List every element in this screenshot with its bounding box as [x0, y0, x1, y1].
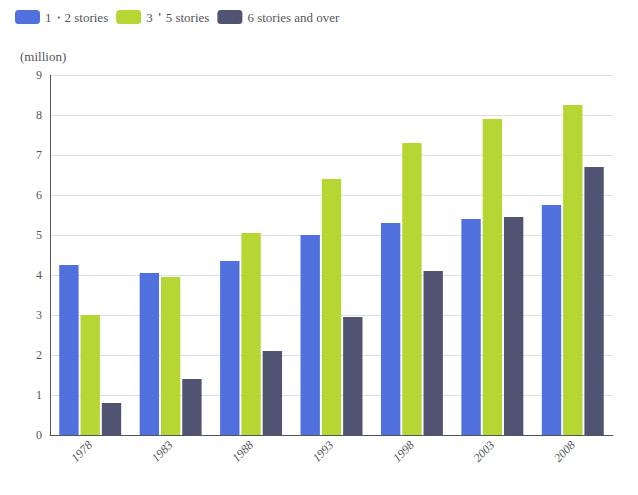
svg-text:3: 3: [36, 308, 42, 322]
svg-text:4: 4: [36, 268, 42, 282]
svg-text:7: 7: [36, 148, 42, 162]
svg-text:2003: 2003: [470, 438, 497, 465]
svg-text:1998: 1998: [390, 438, 417, 465]
svg-text:1983: 1983: [149, 438, 176, 465]
svg-text:6: 6: [36, 188, 42, 202]
svg-text:9: 9: [36, 68, 42, 82]
svg-text:2008: 2008: [551, 438, 578, 465]
svg-text:8: 8: [36, 108, 42, 122]
svg-text:5: 5: [36, 228, 42, 242]
svg-text:1993: 1993: [310, 438, 337, 465]
svg-text:(million): (million): [20, 49, 66, 64]
svg-text:1978: 1978: [68, 438, 95, 465]
svg-text:2: 2: [36, 348, 42, 362]
svg-text:1・2 stories: 1・2 stories: [45, 10, 108, 25]
svg-text:1: 1: [36, 388, 42, 402]
svg-text:1988: 1988: [229, 438, 256, 465]
svg-text:6 stories and over: 6 stories and over: [247, 10, 340, 25]
svg-text:3＇5 stories: 3＇5 stories: [146, 10, 209, 25]
svg-text:0: 0: [36, 428, 42, 442]
